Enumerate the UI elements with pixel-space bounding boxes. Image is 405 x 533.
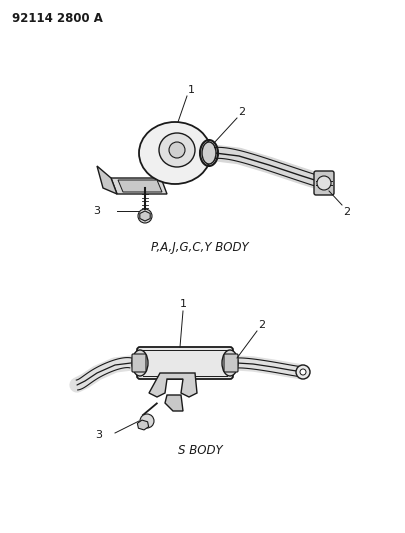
- Ellipse shape: [222, 350, 238, 376]
- FancyBboxPatch shape: [137, 347, 233, 379]
- Circle shape: [317, 176, 331, 190]
- Circle shape: [300, 369, 306, 375]
- Text: 3: 3: [93, 206, 100, 216]
- Text: 1: 1: [188, 85, 195, 95]
- Polygon shape: [165, 395, 183, 411]
- Ellipse shape: [202, 142, 216, 164]
- FancyBboxPatch shape: [132, 354, 146, 372]
- Text: 1: 1: [179, 299, 186, 309]
- Text: P,A,J,G,C,Y BODY: P,A,J,G,C,Y BODY: [151, 241, 249, 254]
- Ellipse shape: [159, 133, 195, 167]
- Circle shape: [169, 142, 185, 158]
- Text: 92114 2800 A: 92114 2800 A: [12, 12, 103, 25]
- Text: 2: 2: [258, 320, 265, 330]
- Text: S BODY: S BODY: [178, 445, 222, 457]
- Polygon shape: [118, 180, 162, 192]
- Polygon shape: [137, 420, 149, 430]
- Text: 2: 2: [343, 207, 350, 217]
- Polygon shape: [111, 178, 167, 194]
- Polygon shape: [140, 211, 150, 221]
- Text: 3: 3: [95, 430, 102, 440]
- Circle shape: [140, 414, 154, 428]
- Polygon shape: [149, 373, 197, 397]
- Text: 2: 2: [238, 107, 245, 117]
- FancyBboxPatch shape: [224, 354, 238, 372]
- Polygon shape: [97, 166, 117, 194]
- FancyBboxPatch shape: [314, 171, 334, 195]
- Circle shape: [296, 365, 310, 379]
- Ellipse shape: [139, 122, 211, 184]
- Circle shape: [138, 209, 152, 223]
- Ellipse shape: [132, 350, 148, 376]
